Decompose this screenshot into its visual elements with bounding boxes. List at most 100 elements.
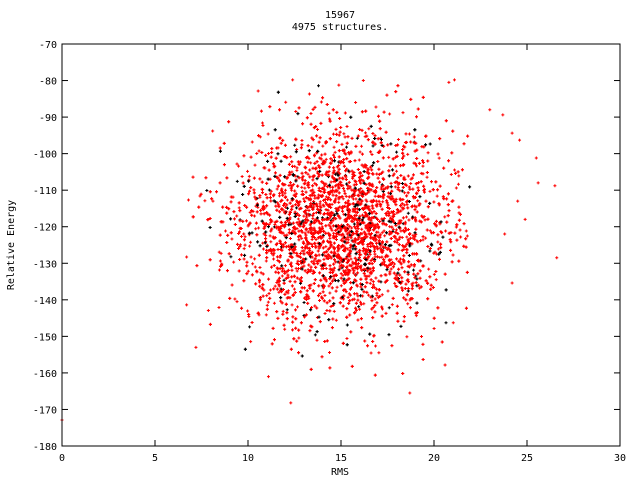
data-point (332, 153, 336, 157)
data-point (219, 251, 223, 255)
data-point (426, 205, 430, 209)
data-point (324, 231, 328, 235)
data-point (432, 251, 436, 255)
data-point (283, 205, 287, 209)
data-point (401, 288, 405, 292)
data-point (313, 181, 317, 185)
data-point (348, 224, 352, 228)
data-point (291, 328, 295, 332)
data-point (278, 191, 282, 195)
data-point (240, 234, 244, 238)
data-point (280, 248, 284, 252)
data-point (338, 216, 342, 220)
data-point (255, 270, 259, 274)
data-point (325, 301, 329, 305)
data-point (293, 227, 297, 231)
data-point (242, 184, 246, 188)
data-point (462, 142, 466, 146)
data-point (356, 271, 360, 275)
data-point (310, 237, 314, 241)
data-point (424, 143, 428, 147)
data-point (226, 233, 230, 237)
data-point (371, 285, 375, 289)
data-point (360, 163, 364, 167)
data-point (415, 301, 419, 305)
data-point (332, 277, 336, 281)
data-point (394, 143, 398, 147)
data-point (309, 189, 313, 193)
data-point (331, 193, 335, 197)
data-point (250, 213, 254, 217)
data-point (448, 238, 452, 242)
data-point (451, 129, 455, 133)
data-point (266, 375, 270, 379)
data-point (426, 244, 430, 248)
data-point (375, 234, 379, 238)
data-point (466, 134, 470, 138)
data-point (415, 277, 419, 281)
data-point (329, 198, 333, 202)
data-point (390, 303, 394, 307)
x-tick-label: 10 (242, 453, 254, 464)
data-point (270, 265, 274, 269)
data-point (316, 236, 320, 240)
data-point (350, 226, 354, 230)
data-point (354, 144, 358, 148)
data-point (260, 286, 264, 290)
data-point (296, 184, 300, 188)
chart-title: 15967 (325, 10, 355, 21)
data-point (510, 131, 514, 135)
data-point (275, 187, 279, 191)
data-point (296, 201, 300, 205)
data-point (329, 205, 333, 209)
data-point (356, 258, 360, 262)
data-point (313, 278, 317, 282)
data-point (386, 210, 390, 214)
data-point (432, 326, 436, 330)
data-point (331, 211, 335, 215)
data-point (359, 317, 363, 321)
data-point (348, 313, 352, 317)
data-point (205, 188, 209, 192)
data-point (283, 292, 287, 296)
data-point (241, 181, 245, 185)
data-point (407, 199, 411, 203)
data-point (262, 288, 266, 292)
data-point (357, 305, 361, 309)
data-point (292, 182, 296, 186)
data-point (310, 193, 314, 197)
data-point (401, 151, 405, 155)
data-point (219, 220, 223, 224)
data-point (408, 391, 412, 395)
data-point (372, 161, 376, 165)
data-point (436, 233, 440, 237)
data-point (338, 160, 342, 164)
data-point (302, 249, 306, 253)
data-point (406, 278, 410, 282)
data-point (268, 213, 272, 217)
data-point (371, 237, 375, 241)
data-point (373, 247, 377, 251)
plot-border (61, 43, 621, 447)
data-point (312, 154, 316, 158)
data-point (370, 299, 374, 303)
data-point (324, 200, 328, 204)
data-point (327, 111, 331, 115)
data-point (380, 293, 384, 297)
data-point (364, 183, 368, 187)
data-point (318, 235, 322, 239)
data-point (375, 222, 379, 226)
data-point (291, 164, 295, 168)
data-point (363, 214, 367, 218)
data-point (378, 127, 382, 131)
data-point (351, 197, 355, 201)
data-point (345, 125, 349, 129)
data-point (391, 209, 395, 213)
data-point (377, 288, 381, 292)
data-point (434, 219, 438, 223)
data-point (437, 252, 441, 256)
data-point (330, 286, 334, 290)
data-point (421, 342, 425, 346)
data-point (243, 253, 247, 257)
data-point (417, 188, 421, 192)
